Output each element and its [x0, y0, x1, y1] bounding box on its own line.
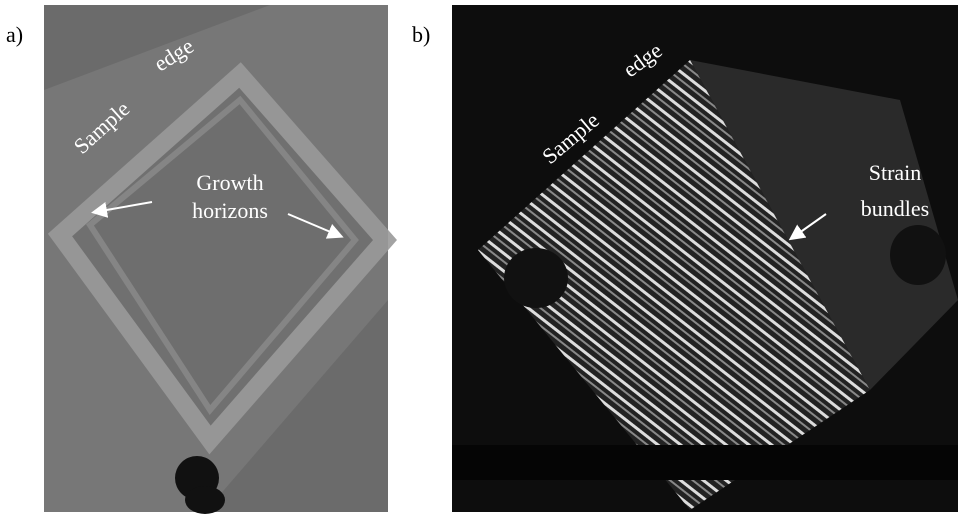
annotation: horizons: [192, 198, 268, 223]
photo-b: [452, 5, 958, 512]
annotation: Strain: [869, 160, 922, 185]
figure: a) Sample edge Growth horizons b) Sample…: [0, 0, 958, 515]
panel-label: b): [412, 22, 430, 47]
annotation: Growth: [196, 170, 263, 195]
panel-label: a): [6, 22, 23, 47]
photo-a: [44, 5, 388, 514]
annotation: bundles: [861, 196, 929, 221]
